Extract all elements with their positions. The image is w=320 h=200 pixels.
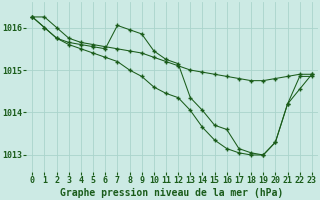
X-axis label: Graphe pression niveau de la mer (hPa): Graphe pression niveau de la mer (hPa) [60, 188, 284, 198]
